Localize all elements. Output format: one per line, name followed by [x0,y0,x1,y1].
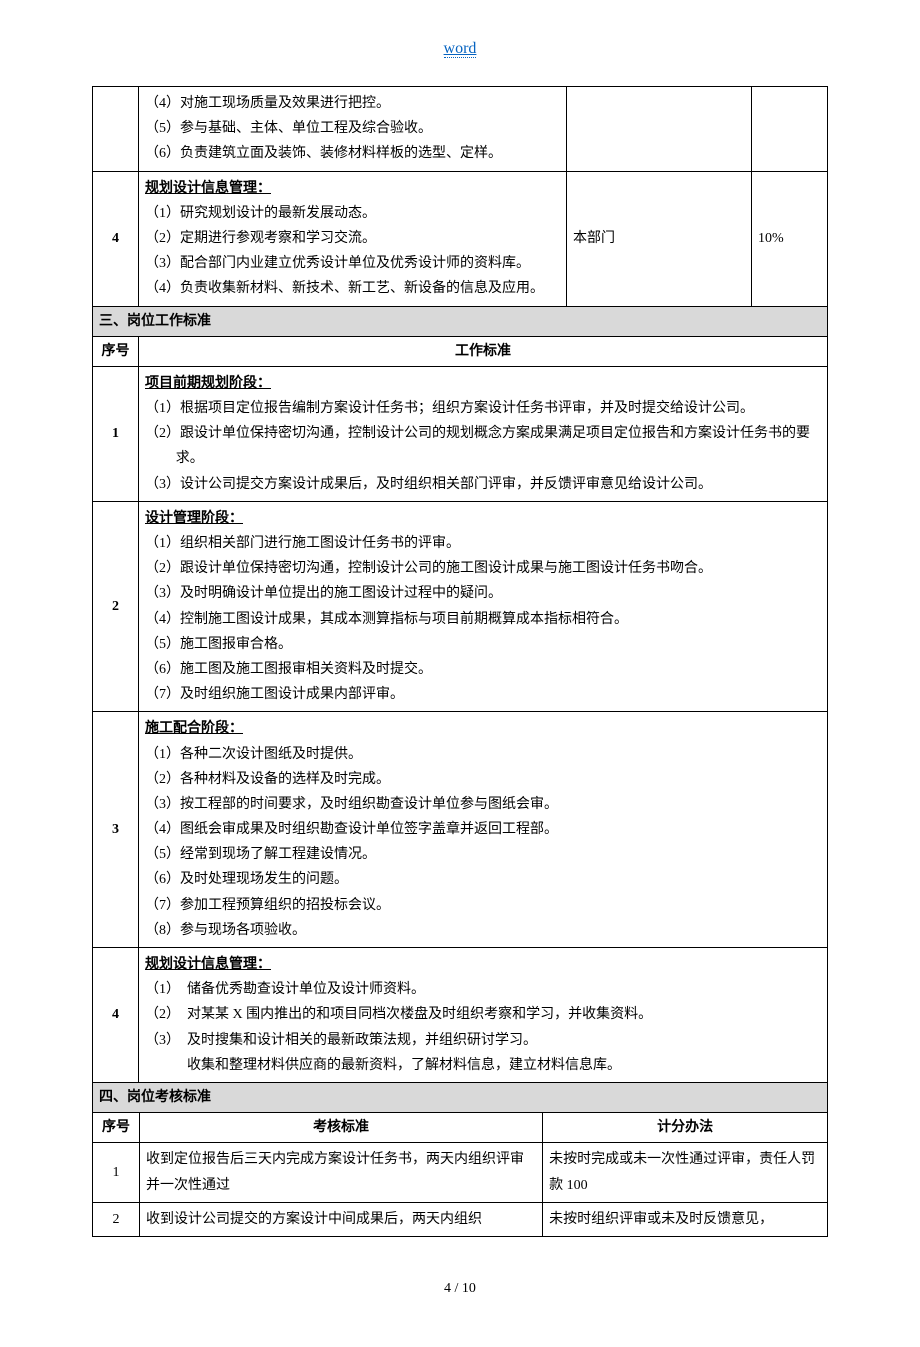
content-line: （3）设计公司提交方案设计成果后，及时组织相关部门评审，并反馈评审意见给设计公司… [145,472,821,497]
content-line: （1）根据项目定位报告编制方案设计任务书；组织方案设计任务书评审，并及时提交给设… [145,396,821,421]
content-line: （2）定期进行参观考察和学习交流。 [145,226,560,251]
section4-title: 四、岗位考核标准 [93,1082,828,1112]
content-line: （2） 对某某 X 围内推出的和项目同档次楼盘及时组织考察和学习，并收集资料。 [145,1002,821,1027]
row-content: 施工配合阶段： （1）各种二次设计图纸及时提供。 （2）各种材料及设备的选样及时… [139,712,828,948]
table-row: 4 规划设计信息管理： （1）研究规划设计的最新发展动态。 （2）定期进行参观考… [93,171,828,306]
content-line: （4）负责收集新材料、新技术、新工艺、新设备的信息及应用。 [145,276,560,301]
std-cell: 收到定位报告后三天内完成方案设计任务书，两天内组织评审并一次性通过 [139,1143,542,1202]
row-title: 设计管理阶段： [145,506,821,531]
content-line: （4）控制施工图设计成果，其成本测算指标与项目前期概算成本指标相符合。 [145,607,821,632]
section-header-row: 三、岗位工作标准 [93,306,828,336]
work-standards-table: 序号 工作标准 1 项目前期规划阶段： （1）根据项目定位报告编制方案设计任务书… [92,337,828,1113]
std-cell: 收到设计公司提交的方案设计中间成果后，两天内组织 [139,1202,542,1236]
content-line: （3） 及时搜集和设计相关的最新政策法规，并组织研讨学习。 [145,1028,821,1053]
table-row: 1 项目前期规划阶段： （1）根据项目定位报告编制方案设计任务书；组织方案设计任… [93,366,828,501]
section3-title: 三、岗位工作标准 [93,306,828,336]
col-header-num: 序号 [93,337,139,367]
table-row: 2 设计管理阶段： （1）组织相关部门进行施工图设计任务书的评审。 （2）跟设计… [93,501,828,712]
table-row: 3 施工配合阶段： （1）各种二次设计图纸及时提供。 （2）各种材料及设备的选样… [93,712,828,948]
content-line: （4）对施工现场质量及效果进行把控。 [145,91,560,116]
row-content: 设计管理阶段： （1）组织相关部门进行施工图设计任务书的评审。 （2）跟设计单位… [139,501,828,712]
row-title: 规划设计信息管理： [145,176,560,201]
content-line: （5）施工图报审合格。 [145,632,821,657]
pct-cell [752,87,828,172]
row-num: 1 [93,1143,140,1202]
content-line: （2）跟设计单位保持密切沟通，控制设计公司的施工图设计成果与施工图设计任务书吻合… [145,556,821,581]
content-line: （3）按工程部的时间要求，及时组织勘查设计单位参与图纸会审。 [145,792,821,817]
column-header-row: 序号 工作标准 [93,337,828,367]
assessment-standards-table: 序号 考核标准 计分办法 1 收到定位报告后三天内完成方案设计任务书，两天内组织… [92,1113,828,1237]
row-title: 施工配合阶段： [145,716,821,741]
dept-cell [567,87,752,172]
content-line: （3）配合部门内业建立优秀设计单位及优秀设计师的资料库。 [145,251,560,276]
pct-cell: 10% [752,171,828,306]
table-row: 4 规划设计信息管理： （1） 储备优秀勘查设计单位及设计师资料。 （2） 对某… [93,948,828,1083]
col-header-num: 序号 [93,1113,140,1143]
table-row: （4）对施工现场质量及效果进行把控。 （5）参与基础、主体、单位工程及综合验收。… [93,87,828,172]
content-line: （7）及时组织施工图设计成果内部评审。 [145,682,821,707]
content-line: （6）负责建筑立面及装饰、装修材料样板的选型、定样。 [145,141,560,166]
row-num: 2 [93,1202,140,1236]
content-line: （3）及时明确设计单位提出的施工图设计过程中的疑问。 [145,581,821,606]
content-line: （1） 储备优秀勘查设计单位及设计师资料。 [145,977,821,1002]
row-content: 规划设计信息管理： （1）研究规划设计的最新发展动态。 （2）定期进行参观考察和… [139,171,567,306]
col-header-std: 考核标准 [139,1113,542,1143]
row-num-empty [93,87,139,172]
column-header-row: 序号 考核标准 计分办法 [93,1113,828,1143]
col-header-score: 计分办法 [543,1113,828,1143]
content-line: （8）参与现场各项验收。 [145,918,821,943]
content-line: （4）图纸会审成果及时组织勘查设计单位签字盖章并返回工程部。 [145,817,821,842]
header-link[interactable]: word [444,40,477,58]
content-line: （1）研究规划设计的最新发展动态。 [145,201,560,226]
document-page: word （4）对施工现场质量及效果进行把控。 （5）参与基础、主体、单位工程及… [0,0,920,1347]
row-title: 项目前期规划阶段： [145,371,821,396]
content-line: （2）各种材料及设备的选样及时完成。 [145,767,821,792]
row-num: 2 [93,501,139,712]
row-content: 规划设计信息管理： （1） 储备优秀勘查设计单位及设计师资料。 （2） 对某某 … [139,948,828,1083]
row-content: 项目前期规划阶段： （1）根据项目定位报告编制方案设计任务书；组织方案设计任务书… [139,366,828,501]
col-header-std: 工作标准 [139,337,828,367]
page-number: 4 / 10 [92,1281,828,1297]
table-row: 2 收到设计公司提交的方案设计中间成果后，两天内组织 未按时组织评审或未及时反馈… [93,1202,828,1236]
dept-cell: 本部门 [567,171,752,306]
section-header-row: 四、岗位考核标准 [93,1082,828,1112]
score-cell: 未按时组织评审或未及时反馈意见， [543,1202,828,1236]
row-num: 1 [93,366,139,501]
score-cell: 未按时完成或未一次性通过评审，责任人罚款 100 [543,1143,828,1202]
page-header: word [92,40,828,58]
row-num: 4 [93,171,139,306]
row-content: （4）对施工现场质量及效果进行把控。 （5）参与基础、主体、单位工程及综合验收。… [139,87,567,172]
content-line: （5）参与基础、主体、单位工程及综合验收。 [145,116,560,141]
content-line: 收集和整理材料供应商的最新资料，了解材料信息，建立材料信息库。 [145,1053,821,1078]
content-line: （1）各种二次设计图纸及时提供。 [145,742,821,767]
table-row: 1 收到定位报告后三天内完成方案设计任务书，两天内组织评审并一次性通过 未按时完… [93,1143,828,1202]
row-title: 规划设计信息管理： [145,952,821,977]
content-line: （1）组织相关部门进行施工图设计任务书的评审。 [145,531,821,556]
content-line: （7）参加工程预算组织的招投标会议。 [145,893,821,918]
content-line: （6）施工图及施工图报审相关资料及时提交。 [145,657,821,682]
row-num: 3 [93,712,139,948]
content-line: （2）跟设计单位保持密切沟通，控制设计公司的规划概念方案成果满足项目定位报告和方… [145,421,821,471]
row-num: 4 [93,948,139,1083]
content-line: （6）及时处理现场发生的问题。 [145,867,821,892]
content-line: （5）经常到现场了解工程建设情况。 [145,842,821,867]
responsibilities-table: （4）对施工现场质量及效果进行把控。 （5）参与基础、主体、单位工程及综合验收。… [92,86,828,337]
